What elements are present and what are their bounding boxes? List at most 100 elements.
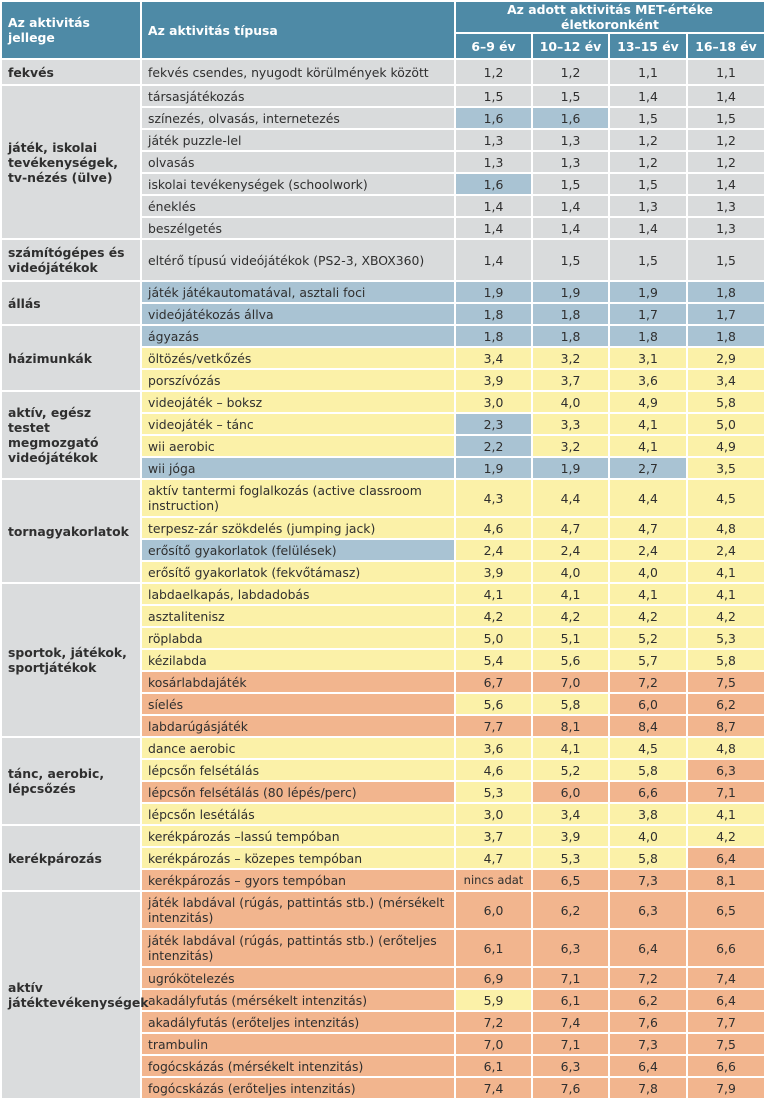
met-value-cell: 4,6 — [454, 516, 533, 540]
table-row: játék labdával (rúgás, pattintás stb.) (… — [1, 928, 764, 968]
met-value-cell: 1,7 — [685, 302, 764, 326]
met-value-cell: 5,1 — [531, 626, 610, 650]
met-value-cell: 3,9 — [454, 368, 533, 392]
met-value-cell: 1,3 — [608, 194, 688, 218]
met-value-cell: 5,3 — [454, 780, 533, 804]
table-row: fogócskázás (erőteljes intenzitás) 7,4 7,6… — [1, 1076, 764, 1100]
met-value-cell: 3,2 — [531, 434, 610, 458]
met-value-cell: 5,6 — [454, 692, 533, 716]
activity-cell: kosárlabdajáték — [140, 670, 456, 694]
met-value-cell: 1,8 — [531, 302, 610, 326]
met-value-cell: 5,6 — [531, 648, 610, 672]
met-value-cell: 6,6 — [608, 780, 688, 804]
met-value-cell: 7,1 — [531, 1032, 610, 1056]
table-row: kerékpározás kerékpározás –lassú tempóban… — [0, 824, 764, 892]
met-value-cell: 5,2 — [608, 626, 688, 650]
met-value-cell: 7,3 — [608, 868, 688, 892]
met-value-cell: 6,6 — [685, 1054, 764, 1078]
table-row: videójátékozás állva 1,8 1,8 1,7 1,7 — [1, 302, 764, 326]
table-row: asztalitenisz 4,2 4,2 4,2 4,2 — [1, 604, 764, 628]
met-value-cell: 1,4 — [608, 84, 688, 108]
met-value-cell: 4,0 — [608, 824, 688, 848]
activity-cell: videojáték – boksz — [140, 390, 456, 414]
met-value-cell: 7,0 — [454, 1032, 533, 1056]
met-value-cell: 1,8 — [454, 324, 533, 348]
met-value-cell: 1,4 — [454, 216, 533, 240]
met-value-cell: 7,5 — [685, 670, 764, 694]
met-value-cell: 1,6 — [454, 172, 533, 196]
met-value-cell: nincs adat — [454, 868, 533, 892]
met-value-cell: 4,5 — [685, 478, 764, 518]
met-value-cell: 6,4 — [685, 846, 764, 870]
met-value-cell: 1,3 — [531, 150, 610, 174]
category-cell: állás — [0, 280, 142, 326]
activity-cell: asztalitenisz — [140, 604, 456, 628]
activity-cell: labdaelkapás, labdadobás — [140, 582, 456, 606]
met-value-cell: 6,7 — [454, 670, 533, 694]
met-value-cell: 1,1 — [608, 58, 688, 86]
activity-cell: játék labdával (rúgás, pattintás stb.) (… — [140, 928, 456, 968]
table-row: akadályfutás (erőteljes intenzitás) 7,2 7,… — [1, 1010, 764, 1034]
met-value-cell: 1,9 — [454, 456, 533, 480]
activity-cell: trambulin — [140, 1032, 456, 1056]
met-value-cell: 1,3 — [531, 128, 610, 152]
met-value-cell: 4,8 — [685, 736, 764, 760]
met-value-cell: 6,5 — [531, 868, 610, 892]
met-value-cell: 7,2 — [608, 670, 688, 694]
met-value-cell: 7,1 — [531, 966, 610, 990]
met-value-cell: 4,2 — [454, 604, 533, 628]
table-row: állás játék játékautomatával, asztali foc… — [0, 280, 764, 326]
activity-cell: beszélgetés — [140, 216, 456, 240]
activity-cell: kerékpározás – gyors tempóban — [140, 868, 456, 892]
met-value-cell: 4,1 — [454, 582, 533, 606]
table-row: kosárlabdajáték 6,7 7,0 7,2 7,5 — [1, 670, 764, 694]
met-value-cell: 5,0 — [454, 626, 533, 650]
met-value-cell: 4,0 — [608, 560, 688, 584]
met-value-cell: 4,1 — [685, 802, 764, 826]
activity-cell: ugrókötelezés — [140, 966, 456, 990]
met-value-cell: 4,1 — [608, 582, 688, 606]
met-value-cell: 1,5 — [531, 84, 610, 108]
met-value-cell: 4,5 — [608, 736, 688, 760]
category-cell: játék, iskolai tevékenységek, tv-nézés (… — [0, 84, 142, 240]
met-value-cell: 1,2 — [685, 150, 764, 174]
table-row: kézilabda 5,4 5,6 5,7 5,8 — [1, 648, 764, 672]
header-type: Az aktivitás típusa — [140, 0, 456, 60]
activity-cell: fekvés csendes, nyugodt körülmények közö… — [140, 58, 456, 86]
met-value-cell: 4,8 — [685, 516, 764, 540]
table-row: iskolai tevékenységek (schoolwork) 1,6 1,5… — [1, 172, 764, 196]
activity-cell: kerékpározás – közepes tempóban — [140, 846, 456, 870]
met-value-cell: 7,6 — [608, 1010, 688, 1034]
table-row: aktív játéktevékenységek játék labdával (… — [0, 890, 764, 1100]
met-value-cell: 3,6 — [454, 736, 533, 760]
met-value-cell: 7,7 — [454, 714, 533, 738]
activity-cell: olvasás — [140, 150, 456, 174]
table-row: kerékpározás – közepes tempóban 4,7 5,3 5,8… — [1, 846, 764, 870]
met-value-cell: 5,8 — [608, 758, 688, 782]
met-value-cell: 4,1 — [685, 560, 764, 584]
category-cell: aktív játéktevékenységek — [0, 890, 148, 1100]
met-value-cell: 4,1 — [531, 582, 610, 606]
met-value-cell: 1,4 — [531, 194, 610, 218]
met-value-cell: 1,3 — [685, 194, 764, 218]
met-value-cell: 7,1 — [685, 780, 764, 804]
table-row: sportok, játékok, sportjátékok labdaelkap… — [0, 582, 764, 738]
table-row: aktív, egész testet megmozgató videójáté… — [0, 390, 764, 480]
table-row: öltözés/vetkőzés 3,4 3,2 3,1 2,9 — [1, 346, 764, 370]
met-value-cell: 6,3 — [531, 928, 610, 968]
table-row: porszívózás 3,9 3,7 3,6 3,4 — [1, 368, 764, 392]
met-value-cell: 1,5 — [608, 172, 688, 196]
met-value-cell: 4,4 — [608, 478, 688, 518]
met-value-cell: 6,3 — [608, 890, 688, 930]
met-value-cell: 7,3 — [608, 1032, 688, 1056]
met-value-cell: 6,2 — [685, 692, 764, 716]
met-value-cell: 4,2 — [531, 604, 610, 628]
met-value-cell: 2,7 — [608, 456, 688, 480]
table-row: számítógépes és videójátékok eltérő típus… — [0, 238, 764, 282]
table-row: wii jóga 1,9 1,9 2,7 3,5 — [1, 456, 764, 480]
table-row: lépcsőn felsétálás (80 lépés/perc) 5,3 6,0… — [1, 780, 764, 804]
met-value-cell: 4,1 — [608, 434, 688, 458]
met-value-cell: 3,5 — [685, 456, 764, 480]
met-value-cell: 6,2 — [531, 890, 610, 930]
